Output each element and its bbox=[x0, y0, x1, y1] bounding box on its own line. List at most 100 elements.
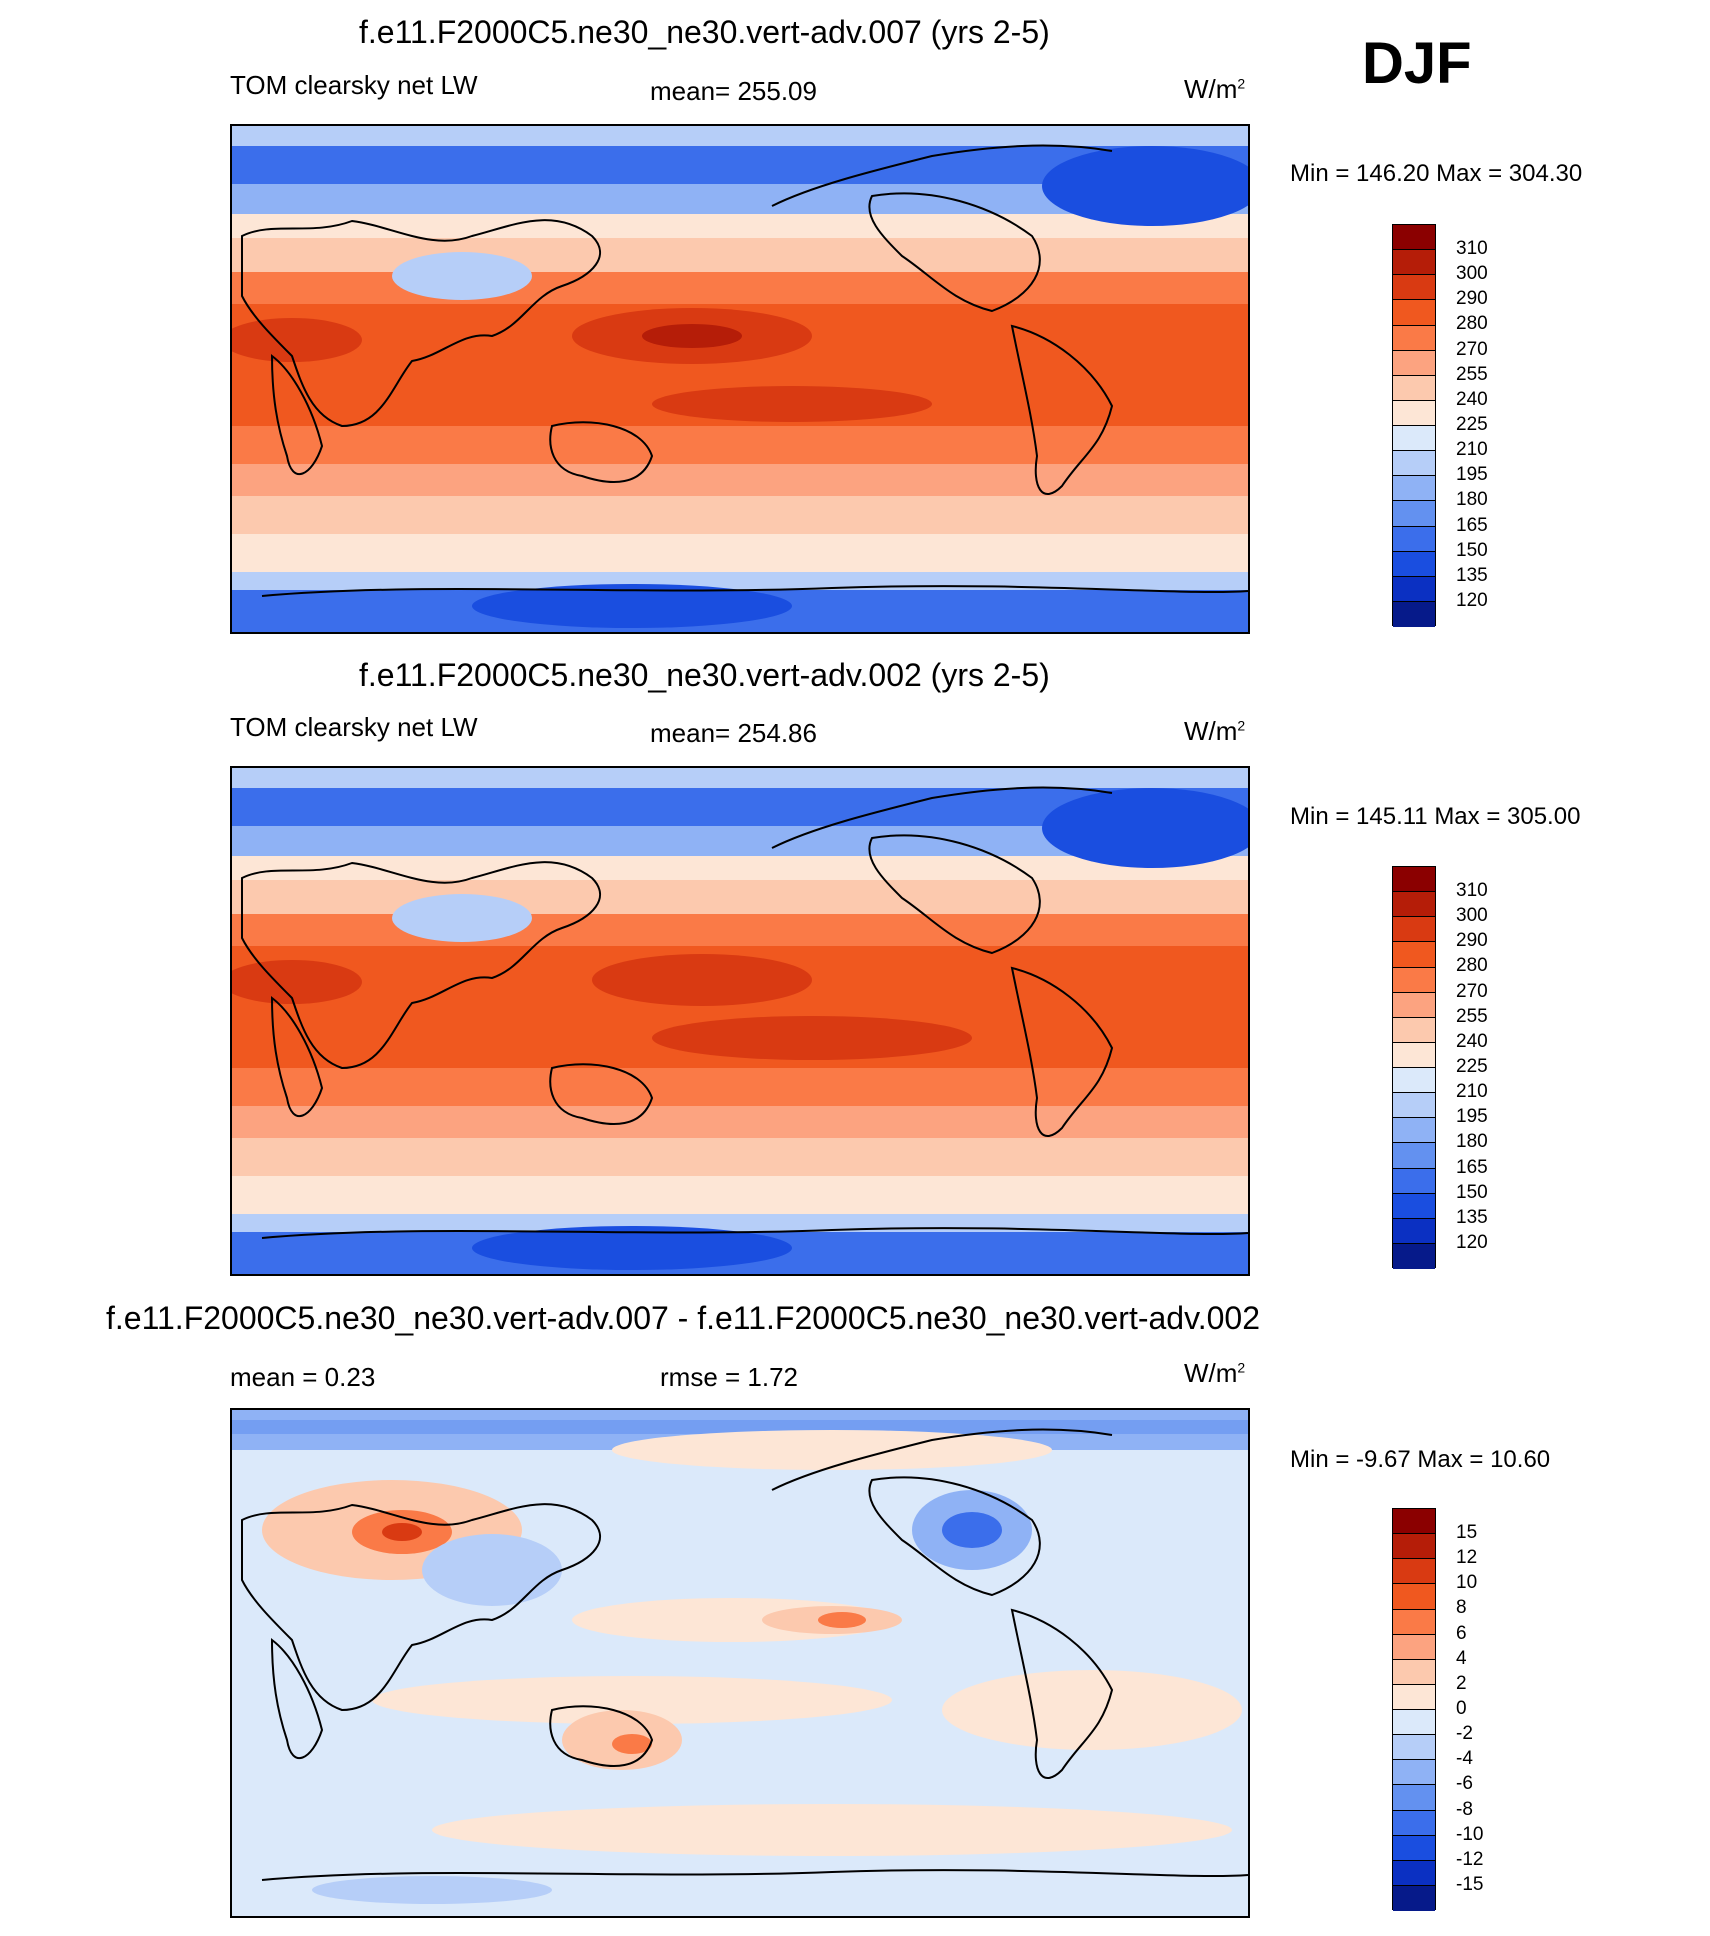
panel1-colorbar-tick: 150 bbox=[1456, 540, 1488, 561]
panel3-colorbar-swatch bbox=[1393, 1609, 1435, 1635]
panel3-colorbar-swatch bbox=[1393, 1785, 1435, 1811]
panel3-units: W/m2 bbox=[1184, 1358, 1246, 1388]
panel2-map-field bbox=[232, 768, 1248, 1274]
panel1-colorbar-tick: 300 bbox=[1456, 263, 1488, 284]
panel2-variable-label: TOM clearsky net LW bbox=[230, 712, 478, 742]
panel3-minmax: Min = -9.67 Max = 10.60 bbox=[1290, 1446, 1551, 1473]
panel2-colorbar-tick: 310 bbox=[1456, 880, 1488, 901]
panel2-colorbar-tick: 240 bbox=[1456, 1031, 1488, 1052]
panel3-colorbar-tick: 15 bbox=[1456, 1522, 1478, 1543]
panel2-colorbar-tick: 225 bbox=[1456, 1056, 1488, 1077]
panel1-colorbar bbox=[1392, 224, 1436, 627]
panel1-colorbar-tick: 135 bbox=[1456, 565, 1488, 586]
panel2-map bbox=[230, 766, 1250, 1276]
panel1-colorbar-tick: 165 bbox=[1456, 515, 1488, 536]
panel3-map-field bbox=[232, 1410, 1248, 1916]
panel3-colorbar-tick: -12 bbox=[1456, 1849, 1484, 1870]
panel1-colorbar-swatch bbox=[1393, 601, 1435, 627]
panel3-colorbar-tick: -15 bbox=[1456, 1874, 1484, 1895]
panel3-colorbar-swatch bbox=[1393, 1760, 1435, 1786]
panel1-colorbar-swatch bbox=[1393, 476, 1435, 502]
panel1-colorbar-swatch bbox=[1393, 300, 1435, 326]
panel3-colorbar-tick: 8 bbox=[1456, 1597, 1467, 1618]
panel2-units: W/m2 bbox=[1184, 716, 1246, 746]
panel1-map-field bbox=[232, 126, 1248, 632]
panel2-colorbar-tick: 150 bbox=[1456, 1182, 1488, 1203]
panel3-colorbar-tick: 10 bbox=[1456, 1572, 1478, 1593]
panel2-minmax: Min = 145.11 Max = 305.00 bbox=[1290, 803, 1581, 830]
panel2-colorbar-swatch bbox=[1393, 1093, 1435, 1119]
panel1-map bbox=[230, 124, 1250, 634]
panel2-colorbar-swatch bbox=[1393, 1118, 1435, 1144]
panel1-colorbar-swatch bbox=[1393, 375, 1435, 401]
panel1-colorbar-swatch bbox=[1393, 225, 1435, 251]
panel2-colorbar-tick: 280 bbox=[1456, 955, 1488, 976]
panel2-colorbar-swatch bbox=[1393, 1218, 1435, 1244]
panel1-units: W/m2 bbox=[1184, 74, 1246, 104]
panel3-colorbar-tick: -4 bbox=[1456, 1748, 1473, 1769]
panel2-colorbar-swatch bbox=[1393, 1068, 1435, 1094]
panel2-mean-label: mean= 254.86 bbox=[650, 718, 817, 748]
panel1-colorbar-swatch bbox=[1393, 350, 1435, 376]
panel1-colorbar-tick: 240 bbox=[1456, 389, 1488, 410]
panel2-colorbar-swatch bbox=[1393, 1042, 1435, 1068]
panel1-colorbar-tick: 270 bbox=[1456, 339, 1488, 360]
panel2-colorbar-tick: 300 bbox=[1456, 905, 1488, 926]
panel1-colorbar-tick: 255 bbox=[1456, 364, 1488, 385]
panel3-colorbar-tick: -10 bbox=[1456, 1824, 1484, 1845]
panel1-colorbar-tick: 180 bbox=[1456, 489, 1488, 510]
panel2-colorbar-tick: 165 bbox=[1456, 1157, 1488, 1178]
panel1-colorbar-swatch bbox=[1393, 501, 1435, 527]
panel3-colorbar bbox=[1392, 1508, 1436, 1911]
panel3-colorbar-tick: -2 bbox=[1456, 1723, 1473, 1744]
panel2-colorbar bbox=[1392, 866, 1436, 1269]
panel2-colorbar-swatch bbox=[1393, 1143, 1435, 1169]
panel2-colorbar-swatch bbox=[1393, 917, 1435, 943]
panel3-rmse-label: rmse = 1.72 bbox=[660, 1362, 799, 1392]
panel2-colorbar-tick: 120 bbox=[1456, 1232, 1488, 1253]
panel2-colorbar-swatch bbox=[1393, 942, 1435, 968]
panel1-colorbar-tick: 290 bbox=[1456, 288, 1488, 309]
panel1-variable-label: TOM clearsky net LW bbox=[230, 70, 478, 100]
panel1-colorbar-swatch bbox=[1393, 250, 1435, 276]
panel1-minmax: Min = 146.20 Max = 304.30 bbox=[1290, 160, 1583, 187]
panel1-colorbar-swatch bbox=[1393, 275, 1435, 301]
panel1-colorbar-swatch bbox=[1393, 526, 1435, 552]
panel3-colorbar-tick: 6 bbox=[1456, 1623, 1467, 1644]
panel3-title: f.e11.F2000C5.ne30_ne30.vert-adv.007 - f… bbox=[106, 1300, 1260, 1336]
panel3-colorbar-tick: 12 bbox=[1456, 1547, 1478, 1568]
panel3-colorbar-tick: -8 bbox=[1456, 1799, 1473, 1820]
panel1-colorbar-swatch bbox=[1393, 400, 1435, 426]
panel2-colorbar-swatch bbox=[1393, 1017, 1435, 1043]
panel2-colorbar-swatch bbox=[1393, 867, 1435, 893]
panel2-colorbar-swatch bbox=[1393, 992, 1435, 1018]
panel3-colorbar-swatch bbox=[1393, 1810, 1435, 1836]
panel2-title: f.e11.F2000C5.ne30_ne30.vert-adv.002 (yr… bbox=[359, 657, 1050, 693]
panel1-colorbar-tick: 210 bbox=[1456, 439, 1488, 460]
panel3-colorbar-tick: 2 bbox=[1456, 1673, 1467, 1694]
panel1-colorbar-swatch bbox=[1393, 551, 1435, 577]
panel3-colorbar-swatch bbox=[1393, 1584, 1435, 1610]
panel3-colorbar-swatch bbox=[1393, 1634, 1435, 1660]
panel3-colorbar-swatch bbox=[1393, 1860, 1435, 1886]
panel3-colorbar-swatch bbox=[1393, 1659, 1435, 1685]
panel1-colorbar-swatch bbox=[1393, 426, 1435, 452]
panel2-colorbar-swatch bbox=[1393, 967, 1435, 993]
panel1-colorbar-swatch bbox=[1393, 451, 1435, 477]
panel3-map bbox=[230, 1408, 1250, 1918]
panel3-colorbar-swatch bbox=[1393, 1509, 1435, 1535]
panel3-colorbar-swatch bbox=[1393, 1559, 1435, 1585]
panel3-colorbar-swatch bbox=[1393, 1534, 1435, 1560]
panel1-colorbar-tick: 195 bbox=[1456, 464, 1488, 485]
panel1-mean-label: mean= 255.09 bbox=[650, 76, 817, 106]
panel3-colorbar-tick: 4 bbox=[1456, 1648, 1467, 1669]
panel1-colorbar-tick: 280 bbox=[1456, 313, 1488, 334]
panel3-colorbar-swatch bbox=[1393, 1710, 1435, 1736]
panel3-colorbar-swatch bbox=[1393, 1684, 1435, 1710]
panel1-colorbar-tick: 310 bbox=[1456, 238, 1488, 259]
panel3-colorbar-swatch bbox=[1393, 1835, 1435, 1861]
panel3-colorbar-tick: 0 bbox=[1456, 1698, 1467, 1719]
panel2-colorbar-tick: 255 bbox=[1456, 1006, 1488, 1027]
panel2-colorbar-tick: 290 bbox=[1456, 930, 1488, 951]
season-label: DJF bbox=[1362, 31, 1472, 96]
